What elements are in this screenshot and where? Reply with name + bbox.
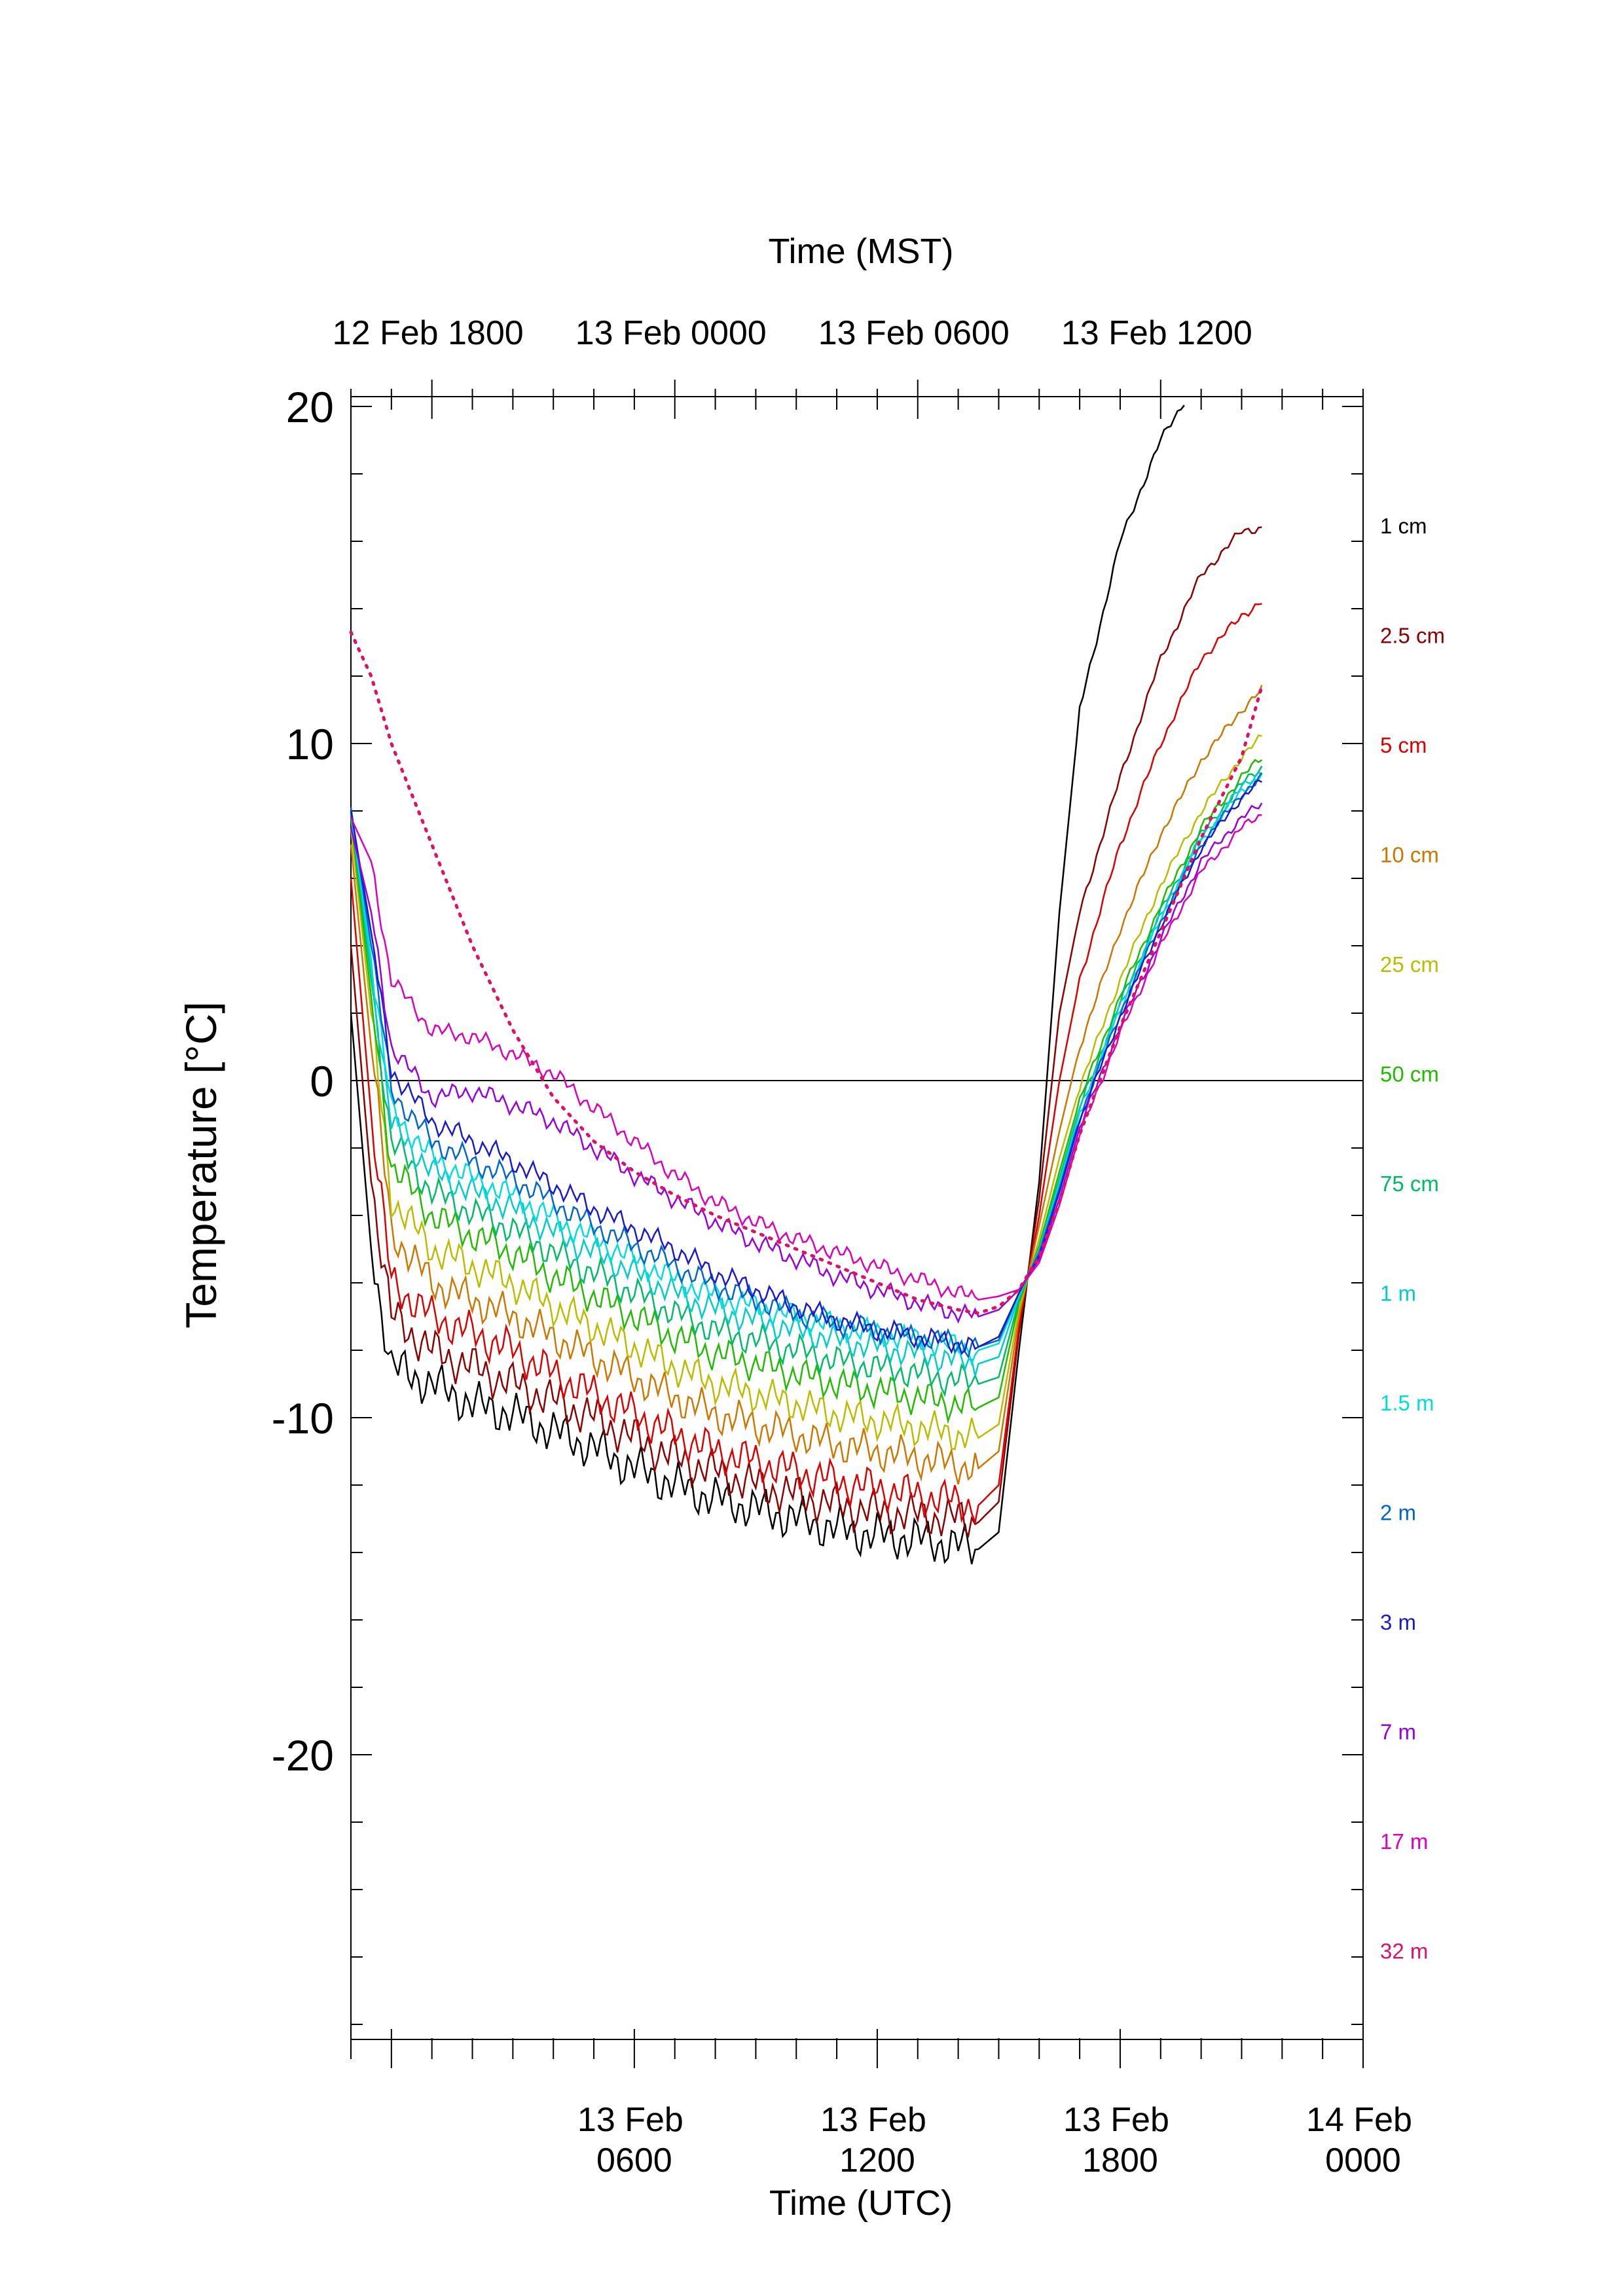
x-tick-label-bottom-line2: 1800 [1082,2142,1158,2179]
legend-entry: 1.5 m [1380,1391,1434,1415]
x-tick-label-bottom-line1: 14 Feb [1306,2101,1412,2139]
legend-entry: 1 m [1380,1282,1416,1306]
legend-entry: 3 m [1380,1610,1416,1634]
y-tick-label: 0 [310,1057,334,1105]
series-line-1-m [350,772,1262,1376]
x-tick-label-bottom-line1: 13 Feb [1063,2101,1169,2139]
x-tick-label-bottom-line1: 13 Feb [820,2101,926,2139]
plot-frame [350,396,1364,2040]
y-tick-labels: 20 10 0 -10 -20 [272,383,334,1780]
bottom-axis-title: Time (UTC) [769,2183,953,2223]
y-tick-label: -20 [272,1731,334,1780]
series-line-2-m [350,772,1263,1359]
legend-entry: 1 cm [1380,514,1427,538]
series-line-17-m [350,814,1262,1301]
x-tick-label-top: 13 Feb 0000 [575,314,767,352]
legend-entry: 75 cm [1380,1172,1439,1196]
x-tick-label-bottom-line2: 1200 [839,2142,915,2179]
x-tick-label-top: 13 Feb 1200 [1061,314,1252,352]
y-axis-title: Temperature [°C] [177,1001,225,1329]
x-tick-label-top: 12 Feb 1800 [333,314,524,352]
y-tick-label: 20 [286,383,334,431]
legend-entry: 2.5 cm [1380,624,1445,648]
top-axis-title: Time (MST) [769,232,954,271]
legend-entry: 50 cm [1380,1062,1439,1086]
x-tick-label-bottom-line2: 0000 [1325,2142,1401,2179]
legend-entry: 5 cm [1380,733,1427,757]
x-tick-label-bottom-line2: 0600 [596,2142,672,2179]
series-line-75-cm [350,765,1263,1397]
legend-entry: 2 m [1380,1501,1416,1525]
legend-entry: 17 m [1380,1829,1428,1854]
y-tick-label: 10 [286,720,334,768]
series-line-25-cm [350,734,1262,1450]
axis-ticks [350,380,1364,2068]
x-tick-label-top: 13 Feb 0600 [818,314,1010,352]
y-tick-label: -10 [272,1394,334,1443]
series-line-5-cm [350,603,1262,1526]
series-line-10-cm [350,685,1263,1485]
legend-entry: 10 cm [1380,843,1439,867]
series-line-7-m [350,802,1263,1324]
series-lines [349,404,1264,1565]
legend: 1 cm 2.5 cm 5 cm 10 cm 25 cm 50 cm 75 cm 1 m 1.5… [1380,514,1445,1964]
series-line-3-m [350,779,1262,1355]
legend-entry: 32 m [1380,1939,1428,1964]
x-tick-label-bottom-line1: 13 Feb [577,2101,684,2139]
legend-entry: 7 m [1380,1720,1416,1744]
legend-entry: 25 cm [1380,952,1439,977]
series-line-1-5-m [350,773,1263,1367]
series-line-32-m [349,630,1264,1315]
series-line-2-5-cm [350,526,1262,1539]
series-line-1-cm [350,404,1185,1565]
